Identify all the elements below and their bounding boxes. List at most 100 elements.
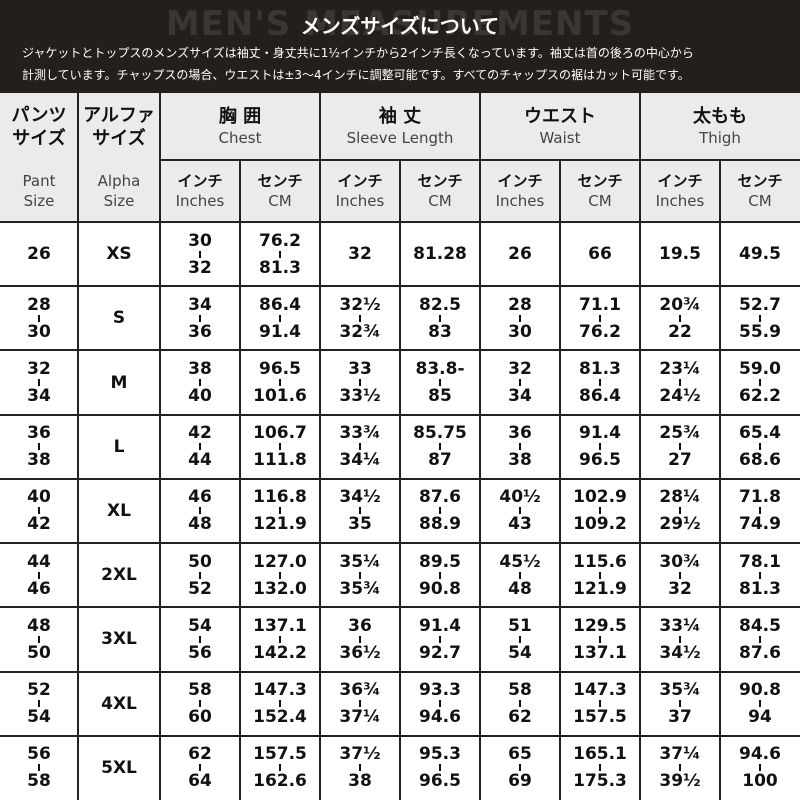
grid-line [159,93,161,800]
value-from: 35¾ [659,680,701,701]
range-dash [279,379,281,387]
value-from: 91.4 [419,615,461,636]
data-cell: 71.1 76.2 [560,286,640,350]
value-to: 83 [428,321,452,342]
value-from: 32½ [339,294,381,315]
unit-header: インチ Inches [320,160,400,222]
data-cell: 90.8 94 [720,672,800,736]
value-to: 92.7 [419,642,461,663]
range-dash [599,379,601,387]
value-from: 34½ [339,487,381,508]
unit-ja: センチ [577,171,623,190]
unit-en: Inches [335,191,385,210]
range-dash [759,764,761,772]
value-from: 81.3 [579,359,621,380]
range-dash [599,635,601,643]
range-dash [359,571,361,579]
value-from: 30¾ [659,551,701,572]
group-en: Thigh [699,129,741,147]
data-cell: 30 32 [160,222,240,286]
value-from: 65 [508,744,532,765]
value-to: 36½ [339,642,381,663]
value-to: 74.9 [739,514,781,535]
data-cell: 52 54 [0,672,78,736]
value: 66 [588,244,612,265]
range-dash [199,700,201,708]
value-to: 33½ [339,386,381,407]
value-from: 51 [508,615,532,636]
value-to: 81.3 [259,257,301,278]
value-to: 56 [188,642,212,663]
data-cell: 147.3 152.4 [240,672,320,736]
data-cell: 91.4 92.7 [400,607,480,671]
value-to: 132.0 [253,578,307,599]
range-dash [759,700,761,708]
value-from: 44 [27,551,51,572]
value-from: 40½ [499,487,541,508]
value-from: 115.6 [573,551,627,572]
range-dash [38,507,40,515]
range-dash [759,379,761,387]
value-from: 76.2 [259,230,301,251]
grid-line [0,349,800,352]
value-to: 52 [188,578,212,599]
value-from: 102.9 [573,487,627,508]
value-from: 36 [27,423,51,444]
range-dash [519,700,521,708]
value: XL [107,500,131,521]
data-cell: 32½ 32¾ [320,286,400,350]
value-from: 52 [27,680,51,701]
value-from: 28 [508,294,532,315]
unit-header: センチ CM [560,160,640,222]
unit-en: Inches [655,191,705,210]
size-header-en: Alpha Size [78,160,160,222]
range-dash [519,314,521,322]
value-to: 121.9 [253,514,307,535]
range-dash [38,443,40,451]
unit-ja: インチ [337,171,383,190]
range-dash [38,571,40,579]
data-cell: 36 38 [480,415,560,479]
value: L [113,436,125,457]
data-cell: 115.6 121.9 [560,543,640,607]
size-table: パンツ サイズ Pant Size アルファ サイズ Alpha Size 胸 囲 Chest イン… [0,93,800,800]
grid-line [0,221,800,223]
value-to: 48 [508,578,532,599]
value-to: 157.5 [573,707,627,728]
value: S [112,308,126,329]
size-header-en: Size [23,192,55,210]
value-from: 137.1 [253,615,307,636]
data-cell: 49.5 [720,222,800,286]
data-cell: XS [78,222,160,286]
range-dash [679,764,681,772]
value-to: 27 [668,450,692,471]
range-dash [38,379,40,387]
value-to: 87.6 [739,642,781,663]
data-cell: 36 36½ [320,607,400,671]
data-cell: 32 34 [480,350,560,414]
range-dash [199,314,201,322]
data-cell: 157.5 162.6 [240,736,320,800]
data-cell: 52.7 55.9 [720,286,800,350]
value-from: 37¼ [659,744,701,765]
data-cell: 81.3 86.4 [560,350,640,414]
data-cell: 19.5 [640,222,720,286]
value-to: 87 [428,450,452,471]
value-to: 94 [748,707,772,728]
value-to: 43 [508,514,532,535]
group-header: 胸 囲 Chest [160,93,320,160]
data-cell: 33 33½ [320,350,400,414]
value-to: 96.5 [419,771,461,792]
grid-line [0,413,800,416]
value-from: 33 [348,359,372,380]
range-dash [599,443,601,451]
value-to: 40 [188,386,212,407]
grid-line [160,159,800,161]
range-dash [599,764,601,772]
range-dash [679,314,681,322]
value-to: 96.5 [579,450,621,471]
data-cell: 62 64 [160,736,240,800]
data-cell: 36 38 [0,415,78,479]
value: M [110,372,128,393]
